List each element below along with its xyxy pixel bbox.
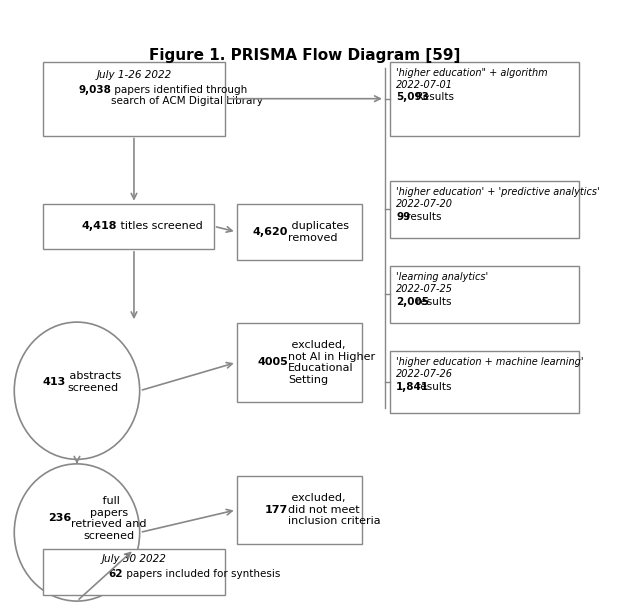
Text: 2,005: 2,005 <box>396 296 429 307</box>
Text: 2022-07-01: 2022-07-01 <box>396 80 453 90</box>
Text: 9,038: 9,038 <box>78 84 111 94</box>
FancyBboxPatch shape <box>43 549 225 595</box>
Text: 1,841: 1,841 <box>396 382 429 392</box>
Text: 4,418: 4,418 <box>81 221 117 231</box>
FancyBboxPatch shape <box>390 181 579 238</box>
Text: results: results <box>403 211 442 222</box>
Text: duplicates
removed: duplicates removed <box>288 221 349 243</box>
Ellipse shape <box>14 464 140 601</box>
Text: 5,093: 5,093 <box>396 92 429 102</box>
Text: titles screened: titles screened <box>117 221 203 231</box>
Text: July 1-26 2022: July 1-26 2022 <box>97 70 172 80</box>
Text: Results: Results <box>413 92 454 102</box>
FancyBboxPatch shape <box>390 62 579 136</box>
Text: 236: 236 <box>48 513 71 524</box>
Text: full
papers
retrieved and
screened: full papers retrieved and screened <box>71 496 147 541</box>
Text: 4005: 4005 <box>257 357 288 367</box>
Text: 177: 177 <box>264 505 288 515</box>
Text: 2022-07-25: 2022-07-25 <box>396 284 453 294</box>
Text: excluded,
did not meet
inclusion criteria: excluded, did not meet inclusion criteri… <box>288 493 381 527</box>
FancyBboxPatch shape <box>43 204 214 249</box>
Text: 2022-07-26: 2022-07-26 <box>396 369 453 379</box>
Text: papers identified through
search of ACM Digital Library: papers identified through search of ACM … <box>111 84 263 106</box>
Text: papers included for synthesis: papers included for synthesis <box>123 569 280 579</box>
Ellipse shape <box>14 322 140 460</box>
FancyBboxPatch shape <box>43 62 225 136</box>
FancyBboxPatch shape <box>390 266 579 323</box>
Text: Figure 1. PRISMA Flow Diagram [59]: Figure 1. PRISMA Flow Diagram [59] <box>149 47 461 63</box>
Text: 'higher education + machine learning': 'higher education + machine learning' <box>396 357 584 367</box>
FancyBboxPatch shape <box>237 204 362 261</box>
Text: 99: 99 <box>396 211 410 222</box>
Text: results: results <box>413 296 452 307</box>
Text: 2022-07-20: 2022-07-20 <box>396 199 453 209</box>
Text: 'learning analytics': 'learning analytics' <box>396 272 488 282</box>
FancyBboxPatch shape <box>390 351 579 413</box>
Text: July 30 2022: July 30 2022 <box>102 554 166 564</box>
Text: 'higher education' + 'predictive analytics': 'higher education' + 'predictive analyti… <box>396 187 600 197</box>
Text: excluded,
not AI in Higher
Educational
Setting: excluded, not AI in Higher Educational S… <box>288 340 375 385</box>
Text: 4,620: 4,620 <box>253 227 288 237</box>
FancyBboxPatch shape <box>237 476 362 544</box>
FancyBboxPatch shape <box>237 323 362 402</box>
Text: results: results <box>413 382 452 392</box>
Text: 'higher education" + algorithm: 'higher education" + algorithm <box>396 68 548 78</box>
Text: 62: 62 <box>108 569 123 579</box>
Text: abstracts
screened: abstracts screened <box>65 371 121 393</box>
Text: 413: 413 <box>42 377 65 387</box>
